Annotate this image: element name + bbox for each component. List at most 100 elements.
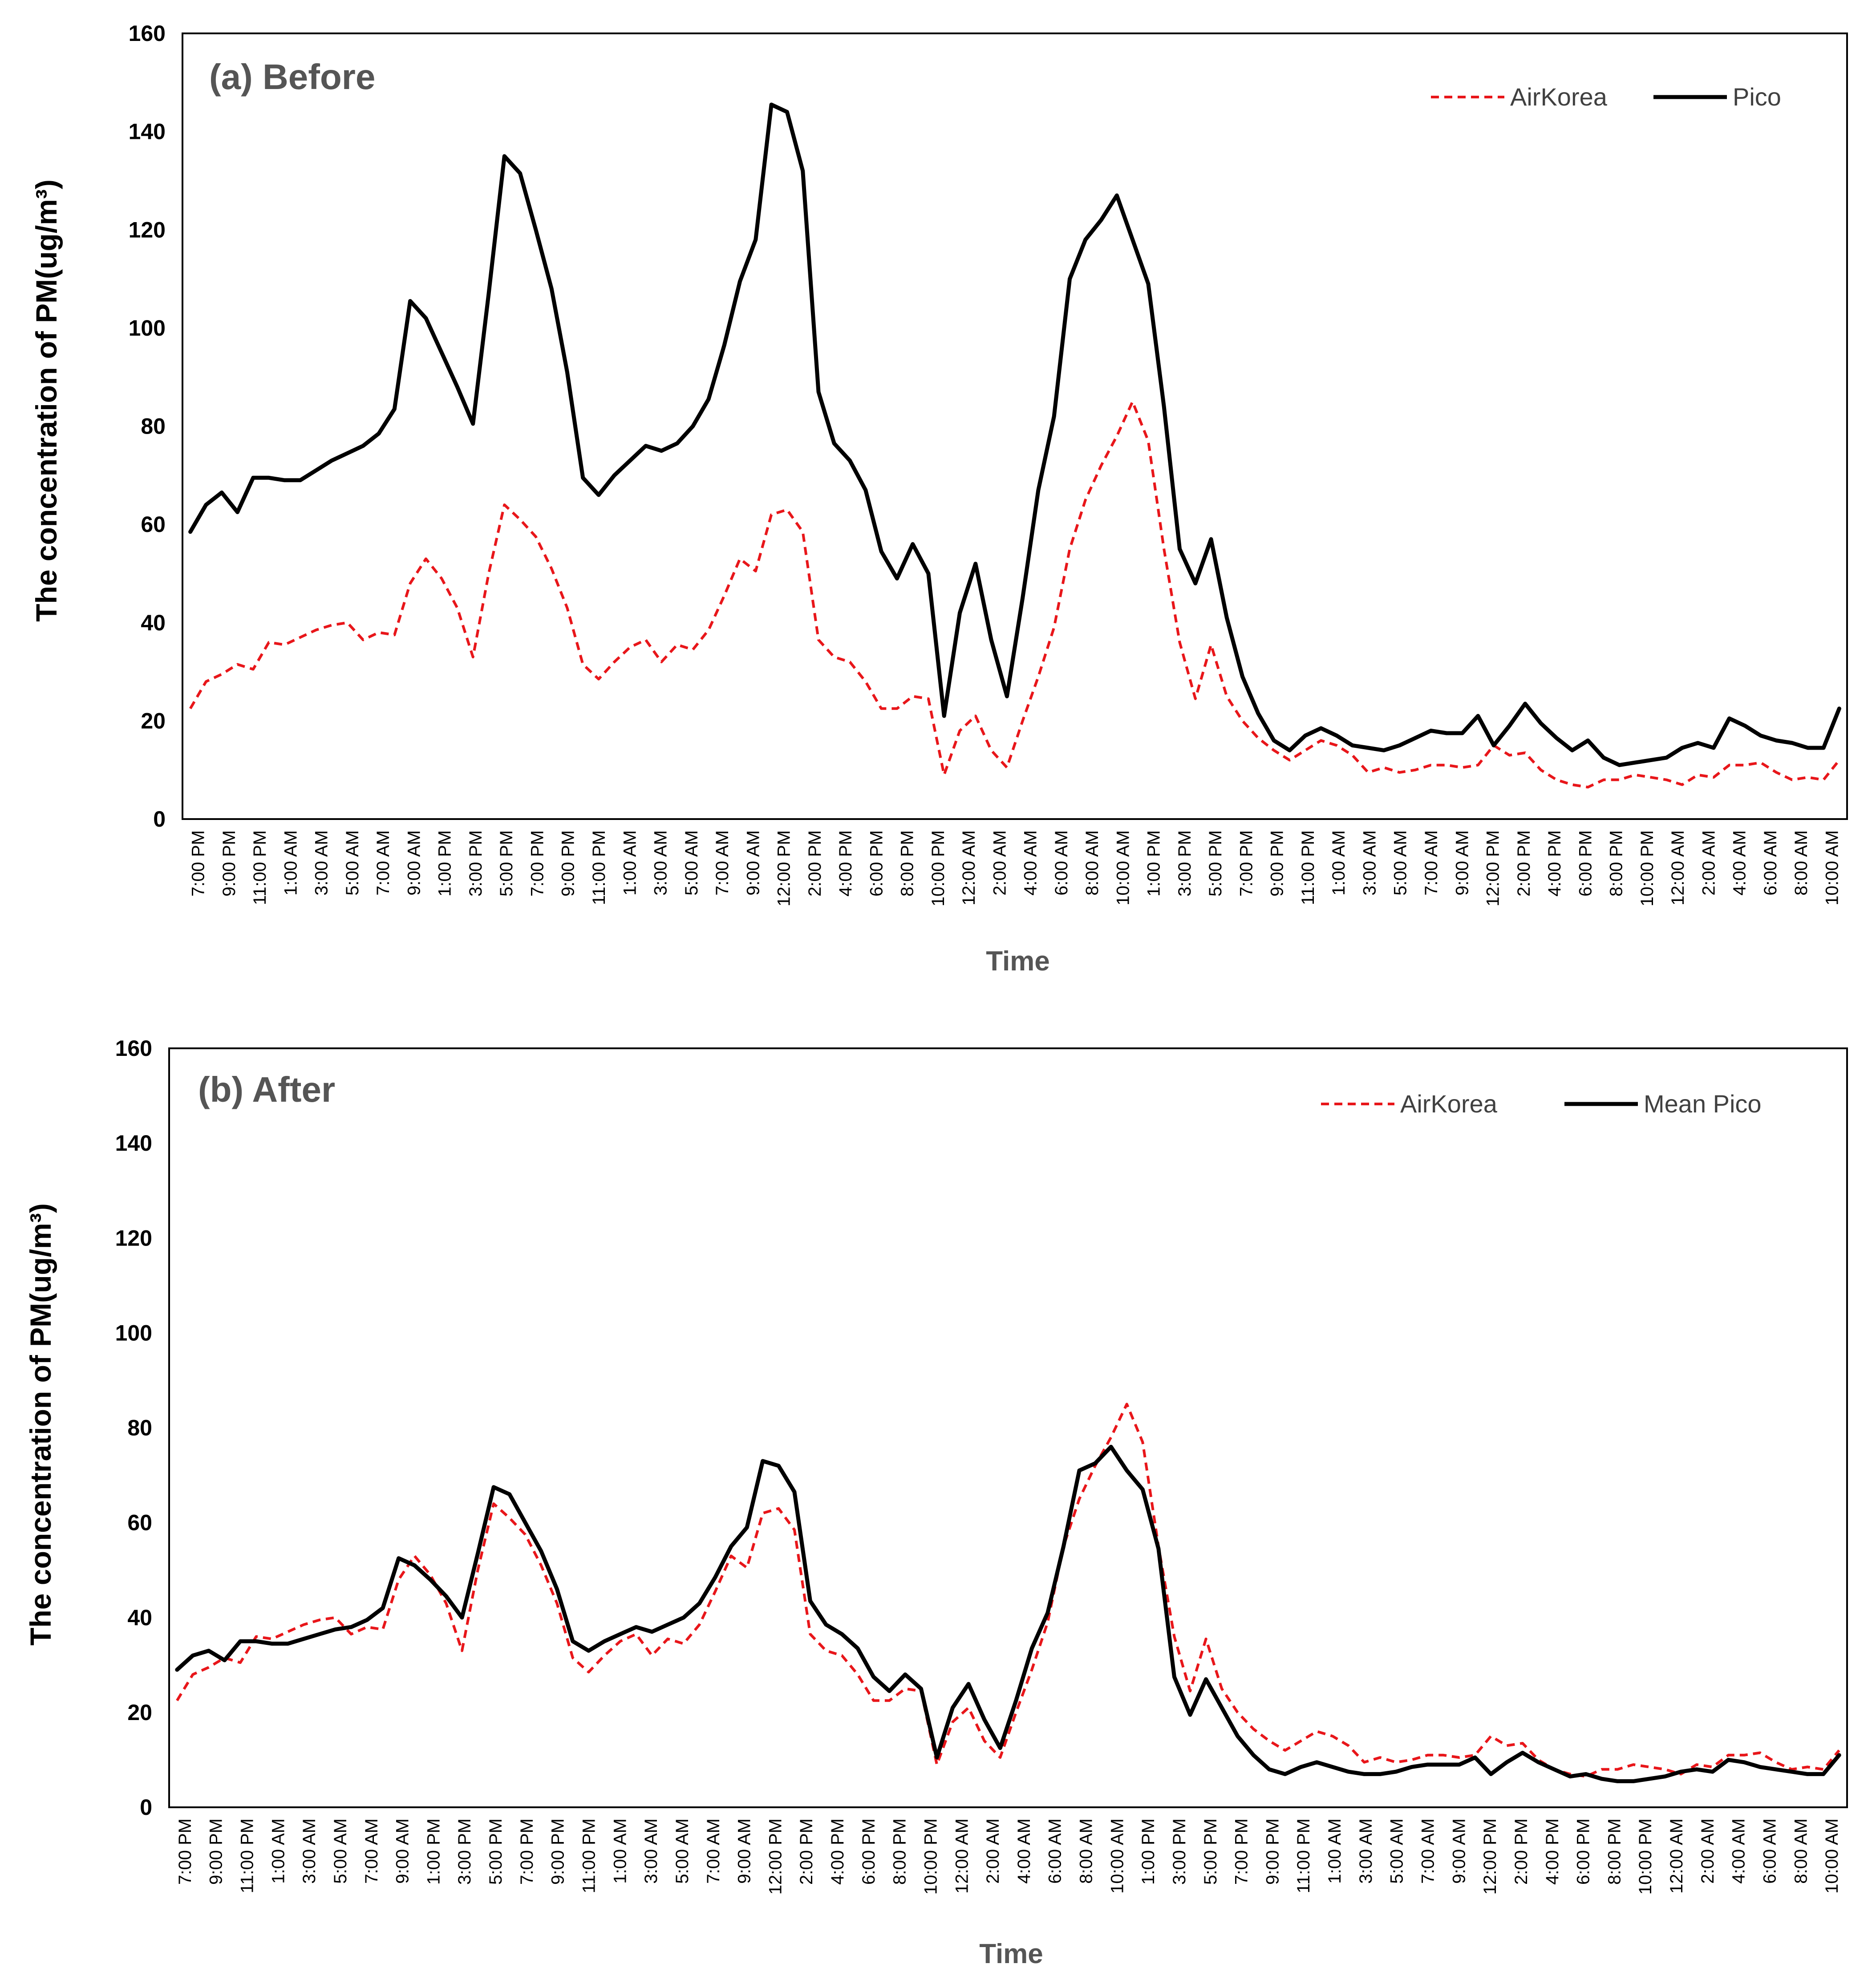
panel-label: (b) After: [198, 1070, 335, 1109]
y-tick-label: 0: [140, 1795, 152, 1820]
x-tick-label: 1:00 AM: [1329, 830, 1349, 896]
x-tick-label: 2:00 AM: [983, 1818, 1003, 1884]
x-tick-label: 7:00 PM: [175, 1818, 195, 1885]
x-tick-label: 6:00 AM: [1052, 830, 1071, 896]
x-tick-label: 1:00 AM: [610, 1818, 630, 1884]
x-tick-label: 7:00 AM: [362, 1818, 381, 1884]
y-tick-label: 60: [127, 1510, 152, 1535]
x-tick-label: 9:00 PM: [219, 830, 239, 897]
x-tick-label: 3:00 AM: [1360, 830, 1379, 896]
x-tick-label: 9:00 AM: [393, 1818, 413, 1884]
legend-label: Mean Pico: [1644, 1090, 1762, 1118]
x-tick-label: 9:00 AM: [735, 1818, 754, 1884]
x-tick-label: 10:00 PM: [928, 830, 948, 906]
series-line-airkorea: [189, 400, 1840, 789]
x-tick-label: 4:00 PM: [836, 830, 855, 897]
legend-label: AirKorea: [1510, 83, 1608, 111]
x-tick-label: 5:00 PM: [497, 830, 516, 897]
x-tick-label: 6:00 PM: [859, 1818, 879, 1885]
x-tick-label: 5:00 AM: [1387, 1818, 1407, 1884]
x-tick-label: 3:00 PM: [466, 830, 486, 897]
y-tick-label: 20: [127, 1700, 152, 1725]
y-tick-label: 0: [153, 807, 166, 832]
x-tick-label: 8:00 PM: [1605, 1818, 1624, 1885]
x-tick-label: 10:00 AM: [1822, 830, 1842, 905]
y-tick-label: 80: [141, 414, 166, 439]
x-tick-label: 7:00 AM: [373, 830, 393, 896]
y-tick-label: 60: [141, 512, 166, 537]
x-tick-label: 10:00 PM: [1636, 1818, 1655, 1895]
x-tick-label: 2:00 PM: [1511, 1818, 1531, 1885]
x-tick-label: 9:00 PM: [559, 830, 578, 897]
x-tick-label: 4:00 AM: [1730, 830, 1750, 896]
x-tick-label: 2:00 AM: [1699, 830, 1718, 896]
x-tick-label: 12:00 PM: [1480, 1818, 1500, 1895]
x-tick-label: 3:00 PM: [455, 1818, 474, 1885]
x-tick-label: 6:00 PM: [1576, 830, 1595, 897]
x-tick-label: 11:00 PM: [238, 1818, 257, 1893]
x-tick-label: 6:00 AM: [1045, 1818, 1065, 1884]
x-tick-label: 12:00 PM: [1483, 830, 1503, 906]
x-tick-label: 9:00 AM: [743, 830, 763, 896]
x-tick-label: 7:00 AM: [713, 830, 732, 896]
y-tick-label: 80: [127, 1416, 152, 1440]
x-tick-label: 4:00 AM: [1021, 830, 1041, 896]
x-tick-label: 3:00 AM: [1356, 1818, 1376, 1884]
x-tick-label: 4:00 AM: [1729, 1818, 1749, 1884]
x-tick-label: 6:00 PM: [1574, 1818, 1593, 1885]
x-tick-label: 12:00 AM: [959, 830, 979, 905]
x-tick-label: 5:00 AM: [673, 1818, 692, 1884]
x-tick-label: 1:00 AM: [620, 830, 640, 896]
x-tick-label: 12:00 AM: [952, 1818, 972, 1894]
x-tick-label: 12:00 PM: [766, 1818, 785, 1895]
x-tick-label: 4:00 AM: [1014, 1818, 1034, 1884]
x-tick-label: 7:00 PM: [527, 830, 547, 897]
x-tick-label: 8:00 AM: [1791, 830, 1811, 896]
x-tick-label: 10:00 AM: [1107, 1818, 1127, 1894]
plot-area-frame: [182, 32, 1848, 820]
x-tick-label: 7:00 PM: [1236, 830, 1256, 897]
series-line-airkorea: [176, 1403, 1840, 1778]
x-tick-label: 12:00 PM: [774, 830, 794, 906]
series-line-mean-pico: [175, 1445, 1841, 1783]
x-tick-label: 9:00 AM: [1449, 1818, 1469, 1884]
y-tick-label: 40: [127, 1605, 152, 1630]
x-axis-title: Time: [979, 1939, 1043, 1969]
x-tick-label: 4:00 PM: [1545, 830, 1564, 897]
x-tick-label: 11:00 PM: [1298, 830, 1318, 905]
x-tick-label: 1:00 PM: [1139, 1818, 1158, 1885]
panel-label: (a) Before: [209, 57, 375, 97]
y-tick-label: 100: [115, 1320, 152, 1345]
x-tick-label: 7:00 PM: [189, 830, 208, 897]
x-tick-label: 11:00 PM: [589, 830, 609, 905]
x-tick-label: 5:00 AM: [682, 830, 701, 896]
x-tick-label: 10:00 PM: [921, 1818, 940, 1895]
x-tick-label: 5:00 AM: [343, 830, 362, 896]
x-tick-label: 6:00 PM: [867, 830, 886, 897]
y-tick-label: 100: [129, 316, 166, 341]
x-tick-label: 8:00 AM: [1082, 830, 1102, 896]
x-tick-label: 7:00 PM: [1232, 1818, 1252, 1885]
x-tick-label: 1:00 AM: [268, 1818, 288, 1884]
x-tick-label: 12:00 AM: [1668, 830, 1688, 905]
x-tick-label: 12:00 AM: [1667, 1818, 1686, 1894]
y-tick-label: 20: [141, 708, 166, 733]
x-tick-label: 9:00 PM: [548, 1818, 568, 1885]
x-tick-label: 9:00 PM: [1263, 1818, 1282, 1885]
x-tick-label: 6:00 AM: [1760, 1818, 1779, 1884]
y-axis-title: The concentration of PM(ug/m³): [24, 1203, 57, 1646]
x-tick-label: 10:00 PM: [1637, 830, 1657, 906]
x-tick-label: 9:00 AM: [1452, 830, 1472, 896]
legend-label: Pico: [1733, 83, 1781, 111]
x-tick-label: 3:00 AM: [300, 1818, 319, 1884]
y-tick-label: 120: [115, 1225, 152, 1250]
x-tick-label: 2:00 AM: [990, 830, 1009, 896]
x-tick-label: 5:00 PM: [1201, 1818, 1220, 1885]
x-tick-label: 3:00 AM: [641, 1818, 661, 1884]
x-tick-label: 7:00 AM: [1422, 830, 1441, 896]
x-tick-label: 2:00 PM: [797, 1818, 816, 1885]
x-tick-label: 8:00 PM: [890, 1818, 910, 1885]
y-tick-label: 160: [129, 21, 166, 46]
x-tick-label: 3:00 PM: [1175, 830, 1195, 897]
series-line-pico: [188, 102, 1841, 767]
